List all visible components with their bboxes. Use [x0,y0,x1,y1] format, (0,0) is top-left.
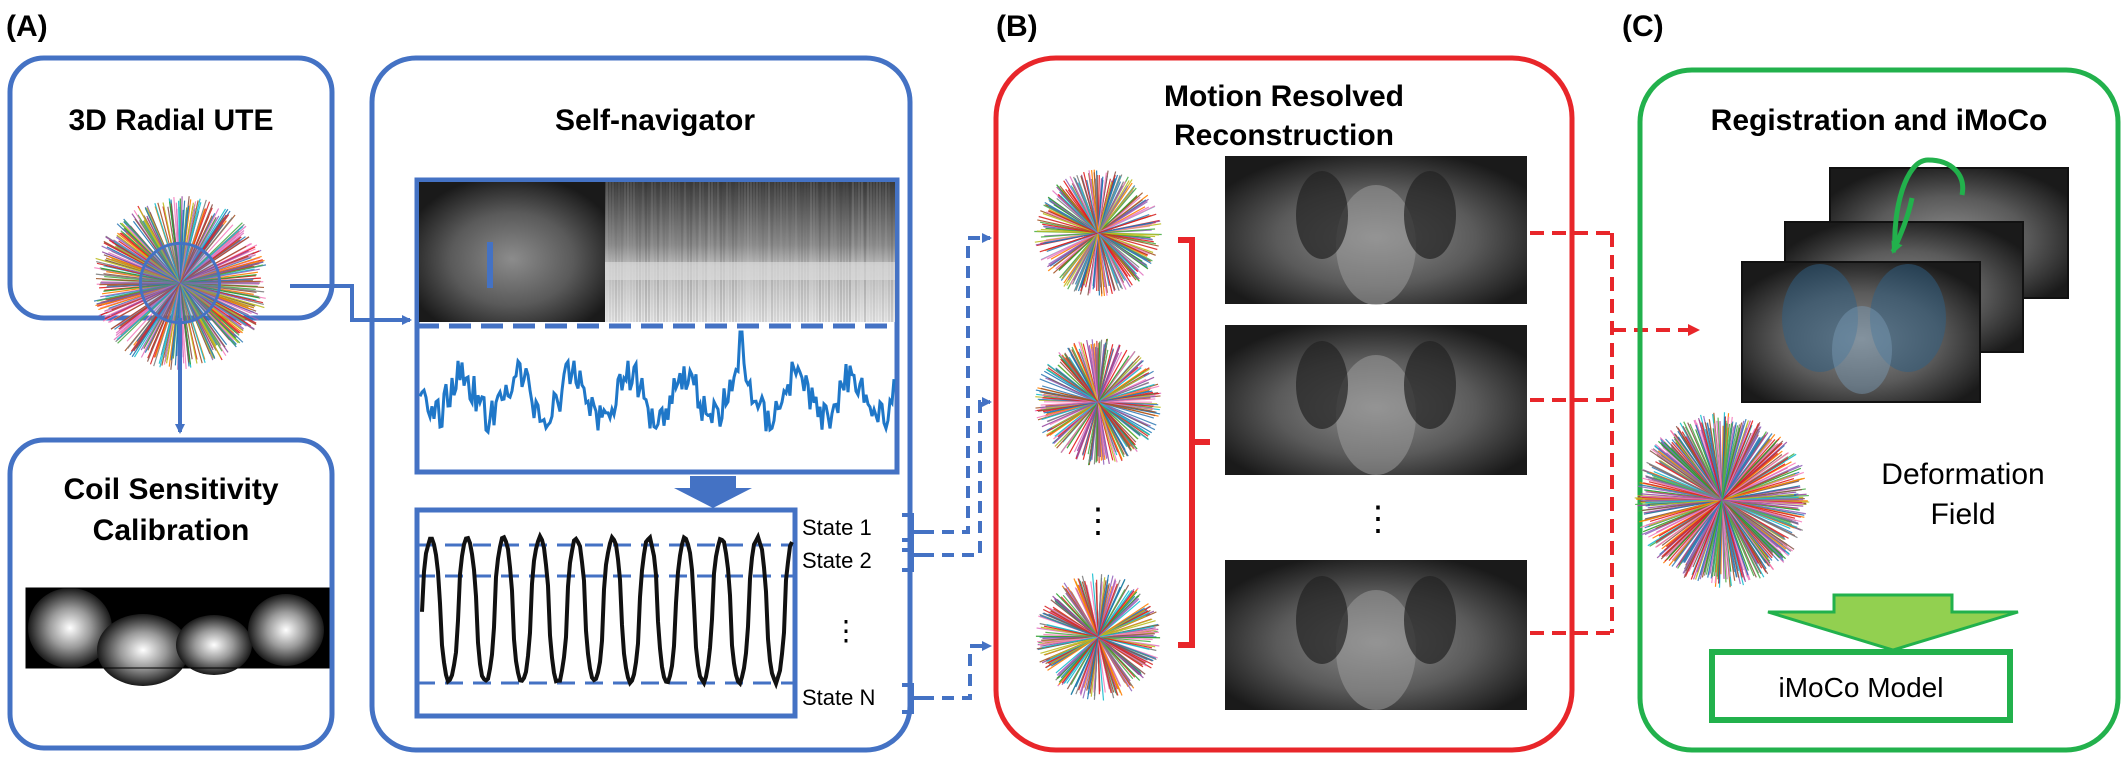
radial-state-2 [1034,338,1162,466]
reconstructed-images [1225,156,1527,710]
panel-b-letter: (B) [996,10,1038,43]
registration-box [1637,67,2121,753]
registration-down-arrow [1890,197,1915,254]
deformation-line2: Field [1930,498,1995,531]
state-1-brace [902,513,922,552]
navigator-sinogram [605,182,895,322]
radial-ellipsis: ⋮ [1081,502,1115,540]
radial-ute-title: 3D Radial UTE [68,104,273,137]
coil-title-line2: Calibration [93,514,250,547]
state-ellipsis: ⋮ [832,615,860,646]
connector-state-1 [922,233,992,534]
model-down-arrow [1767,593,2019,652]
radial-state-n [1035,573,1161,701]
raw-navigator-signal [418,330,896,436]
radial-combined [1634,412,1810,588]
state-2-brace [902,538,922,572]
self-navigator-title: Self-navigator [555,104,755,137]
state-n-label: State N [802,685,875,710]
motion-title-line2: Reconstruction [1174,119,1394,152]
registration-loop-arrow [1892,157,1966,249]
imoco-model-box [1709,649,2013,723]
motion-resolved-box [993,55,1575,753]
image-ellipsis: ⋮ [1361,500,1395,538]
deformation-line1: Deformation [1881,458,2044,491]
imoco-model-label: iMoCo Model [1779,672,1944,703]
panel-c-letter: (C) [1622,10,1664,43]
filtered-signal-frame [414,507,798,719]
panel-a-letter: (A) [6,10,48,43]
connector-state-2 [922,397,992,557]
self-navigator-box [369,55,913,753]
coil-sensitivity-box [7,437,335,751]
filtered-navigator-signal [420,531,794,690]
state-2-label: State 2 [802,548,872,573]
coil-title-line1: Coil Sensitivity [63,473,278,506]
stacked-registered-images [1741,167,2069,403]
navigator-down-arrow [674,476,752,508]
connector-state-n [922,641,992,700]
red-brace [1178,237,1210,648]
motion-title-line1: Motion Resolved [1164,80,1404,113]
registration-title: Registration and iMoCo [1711,104,2048,137]
arrow-radial-to-navigator [290,284,412,325]
radial-state-1 [1034,169,1162,297]
navigator-mri-image [419,182,605,322]
state-1-label: State 1 [802,515,872,540]
state-n-brace [902,683,922,714]
coil-sensitivity-maps [25,587,330,686]
